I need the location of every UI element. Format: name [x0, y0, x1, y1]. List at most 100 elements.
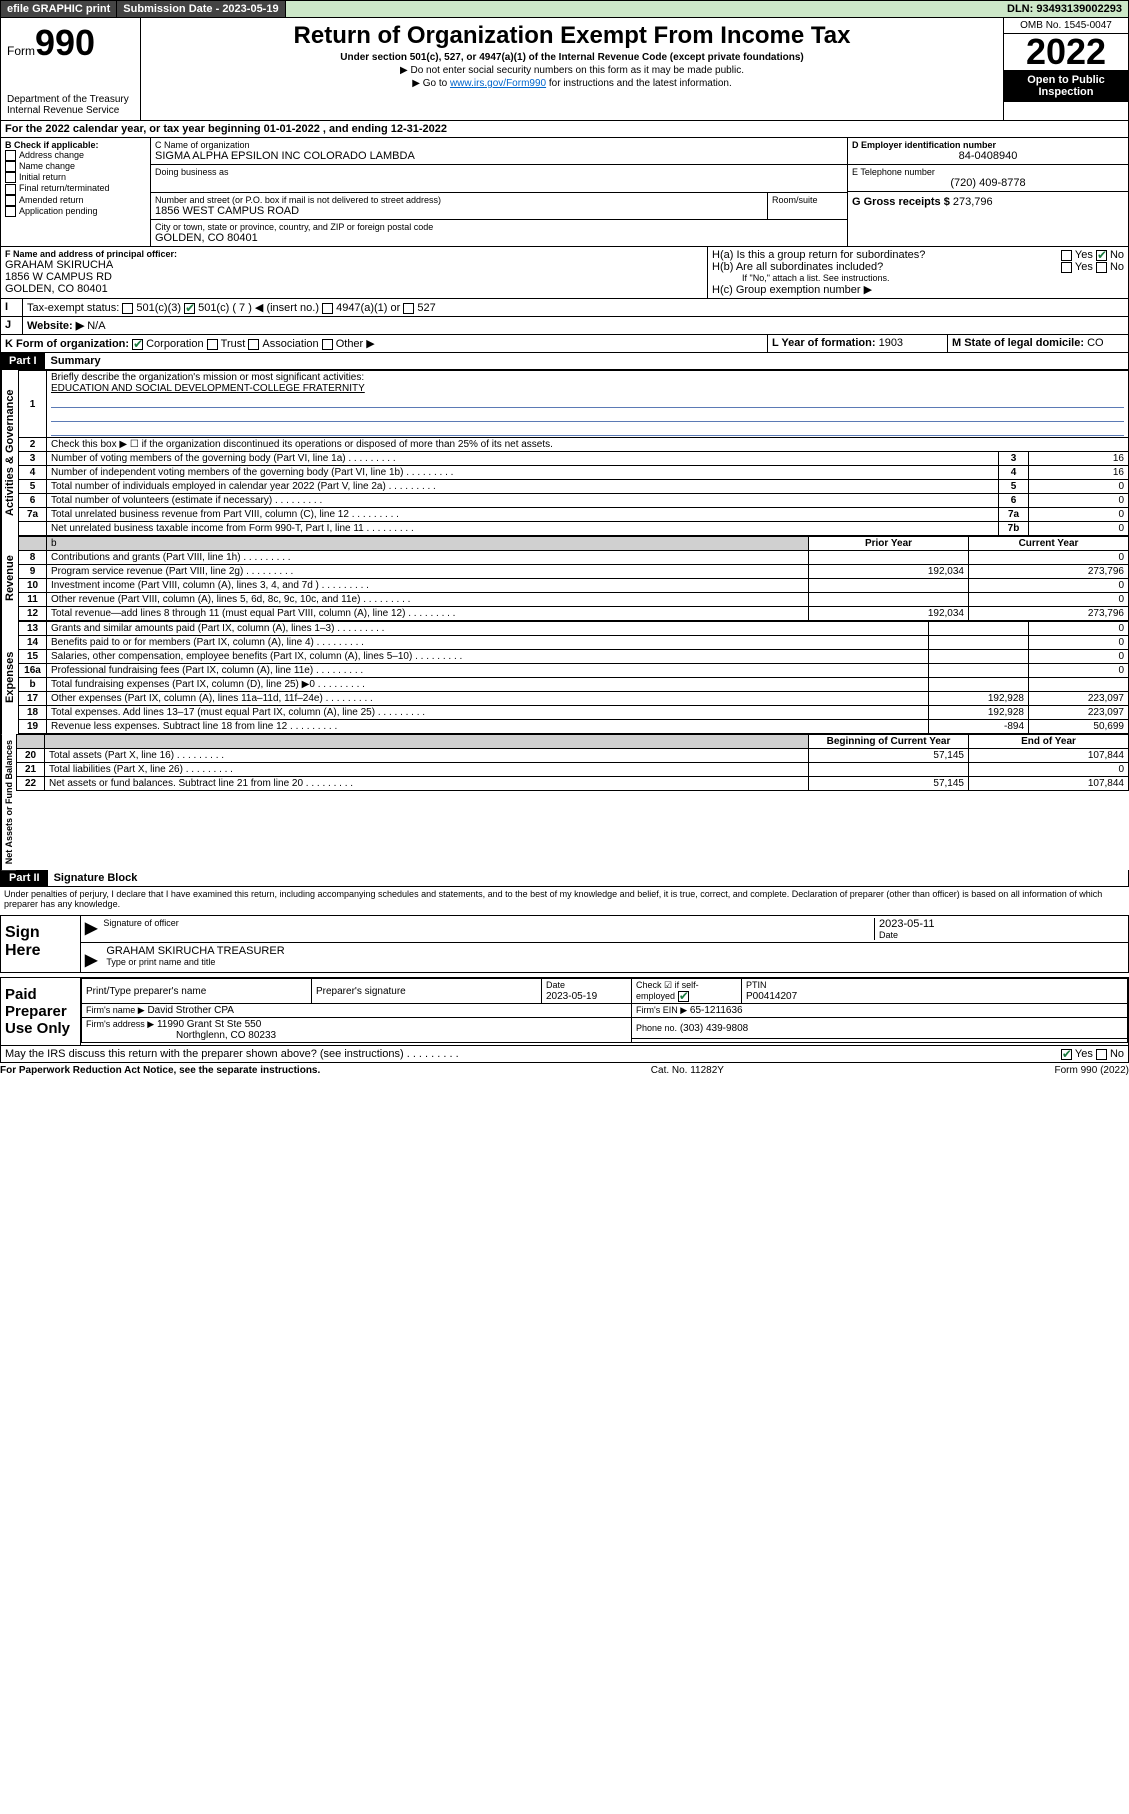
table-row: 5Total number of individuals employed in… — [19, 480, 1129, 494]
cb-self-employed[interactable] — [678, 991, 689, 1002]
discuss-line: May the IRS discuss this return with the… — [0, 1046, 1129, 1063]
cb-initial-return[interactable] — [5, 172, 16, 183]
paid-preparer-label: Paid Preparer Use Only — [1, 978, 81, 1045]
cb-final-return[interactable] — [5, 184, 16, 195]
top-bar: efile GRAPHIC print Submission Date - 20… — [0, 0, 1129, 18]
block-bcdeg: B Check if applicable: Address change Na… — [0, 138, 1129, 247]
arrow-icon: ▶ — [85, 918, 103, 940]
cb-name-change[interactable] — [5, 161, 16, 172]
revenue-table: bPrior YearCurrent Year 8Contributions a… — [18, 536, 1129, 621]
cb-ha-no[interactable] — [1096, 250, 1107, 261]
cb-trust[interactable] — [207, 339, 218, 350]
form-prefix: Form — [7, 44, 35, 58]
sign-block: Sign Here ▶ Signature of officer 2023-05… — [0, 915, 1129, 973]
firm-ein: 65-1211636 — [690, 1005, 743, 1016]
table-row: 6Total number of volunteers (estimate if… — [19, 494, 1129, 508]
table-row: 8Contributions and grants (Part VIII, li… — [19, 551, 1129, 565]
hb-label: H(b) Are all subordinates included? — [712, 261, 883, 273]
preparer-table: Print/Type preparer's name Preparer's si… — [81, 978, 1128, 1043]
table-row: 11Other revenue (Part VIII, column (A), … — [19, 593, 1129, 607]
table-row: 15Salaries, other compensation, employee… — [19, 650, 1129, 664]
sign-here-label: Sign Here — [1, 916, 81, 972]
block-fh: F Name and address of principal officer:… — [0, 247, 1129, 299]
firm-phone: (303) 439-9808 — [680, 1023, 748, 1034]
expenses-section: Expenses 13Grants and similar amounts pa… — [0, 621, 1129, 734]
cb-address-change[interactable] — [5, 150, 16, 161]
cb-discuss-yes[interactable] — [1061, 1049, 1072, 1060]
prep-date: 2023-05-19 — [546, 991, 597, 1002]
cb-hb-no[interactable] — [1096, 262, 1107, 273]
revenue-section: Revenue bPrior YearCurrent Year 8Contrib… — [0, 536, 1129, 621]
officer-addr2: GOLDEN, CO 80401 — [5, 283, 703, 295]
i-label: Tax-exempt status: — [27, 302, 119, 314]
table-row: 9Program service revenue (Part VIII, lin… — [19, 565, 1129, 579]
e-label: E Telephone number — [852, 167, 1124, 177]
irs-link[interactable]: www.irs.gov/Form990 — [450, 78, 546, 89]
print-name-label: Type or print name and title — [106, 957, 284, 967]
hb-note: If "No," attach a list. See instructions… — [712, 273, 1124, 283]
ein: 84-0408940 — [852, 150, 1124, 162]
cb-4947[interactable] — [322, 303, 333, 314]
line-j: J Website: ▶ N/A — [0, 317, 1129, 335]
officer-addr1: 1856 W CAMPUS RD — [5, 271, 703, 283]
h-preparer-name: Print/Type preparer's name — [82, 979, 312, 1004]
c-name-label: C Name of organization — [155, 140, 843, 150]
city: GOLDEN, CO 80401 — [155, 232, 843, 244]
cb-other[interactable] — [322, 339, 333, 350]
discuss-text: May the IRS discuss this return with the… — [5, 1048, 404, 1060]
cb-assoc[interactable] — [248, 339, 259, 350]
paid-preparer-block: Paid Preparer Use Only Print/Type prepar… — [0, 977, 1129, 1046]
table-row: 21Total liabilities (Part X, line 26)0 — [17, 763, 1129, 777]
l1-text: Briefly describe the organization's miss… — [51, 372, 1124, 383]
l2-text: Check this box ▶ ☐ if the organization d… — [47, 438, 1129, 452]
cb-527[interactable] — [403, 303, 414, 314]
cb-corp[interactable] — [132, 339, 143, 350]
k-label: K Form of organization: — [5, 338, 129, 350]
cb-501c[interactable] — [184, 303, 195, 314]
cb-discuss-no[interactable] — [1096, 1049, 1107, 1060]
cb-amended-return[interactable] — [5, 195, 16, 206]
org-name: SIGMA ALPHA EPSILON INC COLORADO LAMBDA — [155, 150, 843, 162]
h-preparer-sig: Preparer's signature — [312, 979, 542, 1004]
arrow-icon-2: ▶ — [85, 952, 103, 969]
table-row: 22Net assets or fund balances. Subtract … — [17, 777, 1129, 791]
subtitle-3-pre: ▶ Go to — [412, 78, 450, 89]
l-label: L Year of formation: — [772, 337, 876, 349]
part2-bar: Part II Signature Block — [0, 870, 1129, 887]
form-number: 990 — [35, 22, 95, 63]
date-label: Date — [879, 930, 1124, 940]
j-label: Website: ▶ — [27, 320, 84, 332]
table-row: 4Number of independent voting members of… — [19, 466, 1129, 480]
table-row: 13Grants and similar amounts paid (Part … — [19, 622, 1129, 636]
room-label: Room/suite — [772, 195, 843, 205]
section-b: B Check if applicable: Address change Na… — [1, 138, 151, 246]
form-header: Form990 Department of the Treasury Inter… — [0, 18, 1129, 121]
cb-hb-yes[interactable] — [1061, 262, 1072, 273]
cb-ha-yes[interactable] — [1061, 250, 1072, 261]
part1-hdr: Part I — [1, 353, 45, 369]
table-row: 18Total expenses. Add lines 13–17 (must … — [19, 706, 1129, 720]
cb-501c3[interactable] — [122, 303, 133, 314]
street-label: Number and street (or P.O. box if mail i… — [155, 195, 763, 205]
governance-table: 1 Briefly describe the organization's mi… — [18, 370, 1129, 536]
table-row: Net unrelated business taxable income fr… — [19, 522, 1129, 536]
col-beg: Beginning of Current Year — [809, 735, 969, 749]
officer-name: GRAHAM SKIRUCHA — [5, 259, 703, 271]
firm-name: David Strother CPA — [147, 1005, 234, 1016]
spacer — [286, 7, 1001, 11]
cb-application-pending[interactable] — [5, 206, 16, 217]
table-row: 17Other expenses (Part IX, column (A), l… — [19, 692, 1129, 706]
sign-date: 2023-05-11 — [879, 918, 1124, 930]
dba-label: Doing business as — [155, 167, 843, 177]
gross-receipts: 273,796 — [953, 196, 993, 208]
subtitle-1: Under section 501(c), 527, or 4947(a)(1)… — [145, 52, 999, 63]
open-inspection: Open to Public Inspection — [1004, 70, 1128, 102]
tax-year: 2022 — [1004, 34, 1128, 70]
vtab-net: Net Assets or Fund Balances — [1, 734, 16, 870]
section-c: C Name of organization SIGMA ALPHA EPSIL… — [151, 138, 848, 246]
section-h: H(a) Is this a group return for subordin… — [708, 247, 1128, 298]
line-a: For the 2022 calendar year, or tax year … — [0, 121, 1129, 138]
vtab-governance: Activities & Governance — [1, 370, 18, 536]
d-label: D Employer identification number — [852, 140, 1124, 150]
table-row: 16aProfessional fundraising fees (Part I… — [19, 664, 1129, 678]
